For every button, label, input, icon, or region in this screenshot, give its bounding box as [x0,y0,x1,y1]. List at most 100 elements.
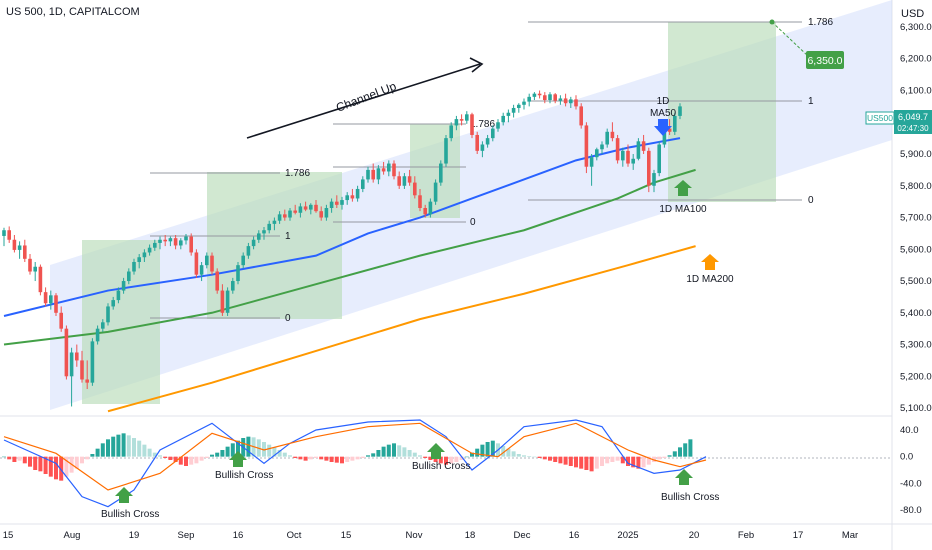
candle-73[interactable] [381,161,386,175]
candle-112[interactable] [584,122,589,174]
candle-99[interactable] [517,103,521,113]
candle-32[interactable] [168,236,173,247]
candle-129[interactable] [673,112,677,135]
candle-8[interactable] [43,287,48,307]
candle-64[interactable] [335,195,339,208]
candle-22[interactable] [116,287,121,304]
candle-38[interactable] [199,261,204,282]
candle-107[interactable] [558,95,563,105]
candle-100[interactable] [522,98,526,110]
candle-117[interactable] [610,122,615,142]
candle-83[interactable] [433,179,438,205]
candle-69[interactable] [361,176,365,193]
candle-13[interactable] [69,347,74,407]
candle-98[interactable] [511,104,516,118]
candle-6[interactable] [33,261,37,282]
candle-70[interactable] [366,166,370,183]
candle-116[interactable] [605,128,609,148]
candle-106[interactable] [553,93,557,104]
candle-115[interactable] [600,141,604,155]
candle-49[interactable] [257,230,261,243]
candle-88[interactable] [459,114,464,126]
candle-15[interactable] [80,350,84,383]
candle-92[interactable] [480,141,485,158]
candle-46[interactable] [241,252,245,269]
candle-130[interactable] [678,103,682,120]
candle-61[interactable] [319,206,323,221]
price-axis[interactable]: 6,300.06,200.06,100.06,000.05,900.05,800… [900,22,932,414]
candle-75[interactable] [392,160,396,180]
fib-box-1[interactable] [82,240,160,404]
candle-24[interactable] [127,268,131,285]
candles[interactable] [2,90,682,407]
candle-84[interactable] [439,160,443,186]
candle-19[interactable] [101,319,105,332]
candle-20[interactable] [106,303,110,326]
candle-110[interactable] [574,95,578,110]
candle-86[interactable] [449,122,453,142]
candle-119[interactable] [621,147,625,167]
candle-11[interactable] [59,306,63,332]
candle-10[interactable] [54,293,58,316]
candle-0[interactable] [2,227,6,247]
candle-33[interactable] [173,234,178,250]
candle-45[interactable] [236,261,240,285]
candle-4[interactable] [23,239,27,262]
candle-1[interactable] [7,226,11,243]
candle-43[interactable] [225,287,230,316]
candle-37[interactable] [194,249,199,278]
candle-25[interactable] [132,258,136,275]
fib-box-2[interactable] [207,172,342,319]
candle-109[interactable] [569,96,573,108]
candle-65[interactable] [340,196,344,210]
candle-126[interactable] [657,141,661,177]
candle-108[interactable] [563,93,568,107]
time-axis[interactable]: 15 Aug 19 Sep 16 Oct 15 Nov 18 Dec 16 2025 20 Feb 17 Ma… [3,530,858,541]
candle-124[interactable] [647,147,651,193]
candle-51[interactable] [267,220,271,234]
candle-66[interactable] [345,192,349,205]
candle-120[interactable] [626,144,630,167]
candle-81[interactable] [423,204,427,218]
candle-21[interactable] [111,296,115,310]
candle-50[interactable] [262,227,266,240]
candle-31[interactable] [163,234,167,247]
candle-5[interactable] [28,254,32,275]
candle-57[interactable] [298,203,303,218]
candle-63[interactable] [329,198,334,213]
candle-87[interactable] [454,115,459,131]
candle-3[interactable] [17,241,22,259]
candle-96[interactable] [501,112,505,126]
candle-82[interactable] [428,198,433,218]
target-badge[interactable] [806,51,844,69]
candle-72[interactable] [376,165,381,185]
candle-18[interactable] [95,325,100,345]
candle-53[interactable] [277,211,282,224]
candle-30[interactable] [158,236,162,250]
candle-118[interactable] [615,134,620,164]
candle-102[interactable] [532,92,537,101]
candle-23[interactable] [121,277,126,294]
candle-26[interactable] [137,254,141,269]
candle-56[interactable] [293,204,297,215]
candle-111[interactable] [579,103,583,129]
candle-12[interactable] [64,325,69,380]
candle-48[interactable] [251,236,256,250]
candle-7[interactable] [38,264,43,296]
candle-125[interactable] [652,169,656,193]
candle-52[interactable] [272,217,277,231]
candle-67[interactable] [350,188,355,202]
candle-58[interactable] [303,201,308,212]
candle-2[interactable] [12,234,17,253]
candle-41[interactable] [215,268,219,294]
candle-101[interactable] [527,93,531,107]
candle-89[interactable] [465,111,469,124]
candle-85[interactable] [444,134,448,167]
candle-91[interactable] [475,131,479,155]
candle-122[interactable] [636,138,641,161]
candle-29[interactable] [153,239,157,251]
candle-17[interactable] [90,338,95,386]
candle-114[interactable] [595,147,599,161]
candle-90[interactable] [470,112,474,139]
candle-94[interactable] [491,125,495,142]
